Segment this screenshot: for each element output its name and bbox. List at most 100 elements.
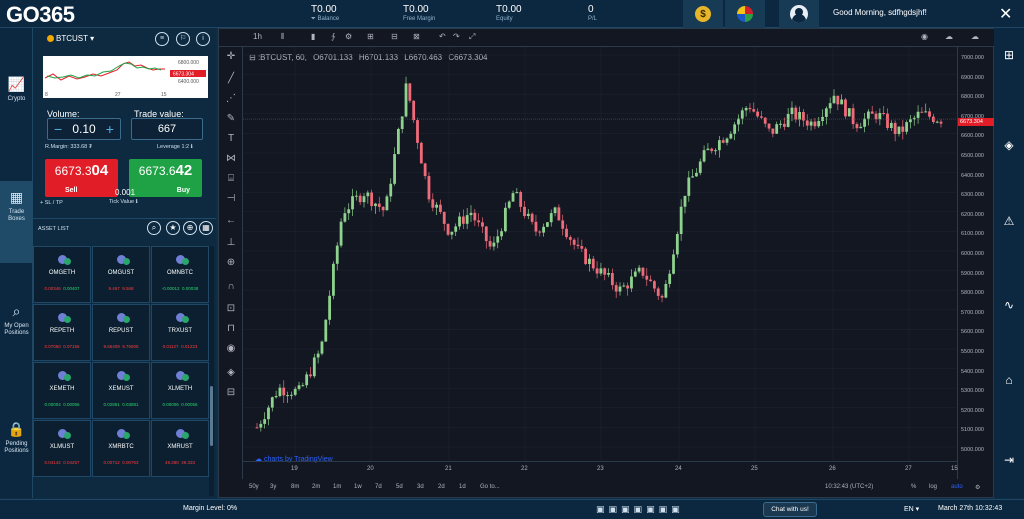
time-axis[interactable]: 19 20 21 22 23 24 25 26 27 15 bbox=[243, 461, 958, 479]
zoom-icon[interactable]: ⊕ bbox=[226, 257, 236, 268]
asset-tile[interactable]: XEMUST 0.02861 0.03881 bbox=[92, 362, 150, 419]
cloud-load-icon[interactable]: ☁ bbox=[971, 32, 979, 41]
asset-tile[interactable]: TRXUST 0.01127 0.01223 bbox=[151, 304, 209, 361]
measure-icon[interactable]: ⊣ bbox=[226, 193, 236, 204]
asset-tile[interactable]: XLMETH 0.00006 0.00056 bbox=[151, 362, 209, 419]
sl-tp-link[interactable]: + SL / TP bbox=[40, 200, 63, 206]
range-button[interactable]: 2m bbox=[312, 484, 321, 490]
email-icon[interactable]: ▣ bbox=[658, 504, 672, 514]
activity-icon[interactable]: ∿ bbox=[1003, 298, 1015, 312]
text-icon[interactable]: T bbox=[227, 133, 235, 144]
range-button[interactable]: 8m bbox=[291, 484, 300, 490]
cloud-save-icon[interactable]: ☁ bbox=[945, 32, 953, 41]
nav-item-my-open-positions[interactable]: ⌕ My Open Positions bbox=[0, 303, 33, 337]
android-icon[interactable]: ▣ bbox=[596, 504, 609, 514]
range-button[interactable]: Go to... bbox=[480, 484, 500, 490]
balance-metric[interactable]: T0.00 ⏷ Balance bbox=[311, 4, 339, 23]
pattern-icon[interactable]: ⋈ bbox=[226, 153, 236, 164]
camera-icon[interactable]: ◉ bbox=[921, 32, 928, 41]
trash-icon[interactable]: ⊟ bbox=[226, 387, 236, 398]
range-button[interactable]: 1w bbox=[354, 484, 362, 490]
trade-value-input[interactable]: 667 bbox=[131, 118, 203, 140]
templates-icon[interactable]: ⊟ bbox=[391, 32, 398, 41]
lock-icon[interactable]: ⊓ bbox=[227, 323, 235, 334]
volume-stepper[interactable]: − 0.10 + bbox=[47, 118, 121, 140]
range-button[interactable]: 50y bbox=[249, 484, 259, 490]
range-button[interactable]: 1d bbox=[459, 484, 466, 490]
bank-icon[interactable]: ⌂ bbox=[1005, 373, 1013, 387]
apple-icon[interactable]: ▣ bbox=[608, 504, 622, 514]
symbol-selector[interactable]: BTCUST ▾ bbox=[47, 34, 94, 43]
tradingview-brand[interactable]: ☁ charts by TradingView bbox=[255, 455, 333, 463]
indicators-icon[interactable]: ∱ bbox=[331, 32, 336, 41]
collapse-icon[interactable]: ⊟ bbox=[249, 53, 256, 62]
auto-toggle[interactable]: auto bbox=[951, 484, 963, 490]
eye-icon[interactable]: ◉ bbox=[226, 343, 236, 354]
asset-tile[interactable]: XMRUST 49.280 49.333 bbox=[151, 420, 209, 477]
trend-line-icon[interactable]: ╱ bbox=[227, 73, 235, 84]
log-toggle[interactable]: log bbox=[929, 484, 938, 490]
brush-icon[interactable]: ✎ bbox=[226, 113, 236, 124]
range-button[interactable]: 2d bbox=[438, 484, 445, 490]
alert-icon[interactable]: ⚠ bbox=[1003, 214, 1015, 228]
alert-icon[interactable]: ⚐ bbox=[176, 32, 190, 46]
layers-icon[interactable]: ◈ bbox=[1004, 138, 1014, 152]
nav-item-trade-boxes[interactable]: ▦ Trade Boxes bbox=[0, 181, 33, 263]
chart-layout-icon[interactable]: ⊞ bbox=[1003, 48, 1015, 62]
asset-scrollbar[interactable] bbox=[209, 246, 214, 496]
scrollbar-thumb[interactable] bbox=[210, 386, 213, 446]
profile-button[interactable] bbox=[779, 0, 819, 28]
settings-icon[interactable]: ⚙ bbox=[345, 32, 353, 41]
redo-icon[interactable]: ↷ bbox=[453, 32, 460, 41]
compare-icon[interactable]: ⊞ bbox=[367, 32, 374, 41]
prediction-icon[interactable]: ⌸ bbox=[228, 173, 234, 184]
language-selector[interactable]: EN ▾ bbox=[904, 506, 920, 513]
bar-style-icon[interactable]: ⫴ bbox=[281, 32, 285, 41]
asset-tile[interactable]: XLMUST 0.04142 0.04257 bbox=[33, 420, 91, 477]
asset-tile[interactable]: OMNBTC -0.00012 0.00038 bbox=[151, 246, 209, 303]
range-button[interactable]: 7d bbox=[375, 484, 382, 490]
phone-icon[interactable]: ▣ bbox=[671, 504, 684, 514]
logout-icon[interactable]: ⇥ bbox=[1003, 453, 1015, 467]
plus-icon[interactable]: + bbox=[105, 121, 114, 137]
fib-icon[interactable]: ⋰ bbox=[226, 93, 236, 104]
chat-button[interactable]: Chat with us! bbox=[763, 502, 817, 517]
list-icon[interactable]: ≡ bbox=[155, 32, 169, 46]
favorites-icon[interactable]: ★ bbox=[166, 221, 180, 235]
price-chart[interactable]: 1h ⫴ ▮ ∱ ⚙ ⊞ ⊟ ⊠ ↶ ↷ ⤢ ◉ ☁ ☁ ✛ ╱ ⋰ ✎ T ⋈… bbox=[218, 28, 995, 498]
fullscreen-icon[interactable]: ⤢ bbox=[469, 32, 476, 41]
volume-value[interactable]: 0.10 bbox=[72, 122, 96, 136]
price-axis[interactable]: 7000.000 6900.000 6800.000 6700.000 6600.000… bbox=[957, 47, 995, 479]
magnet-icon[interactable]: ∩ bbox=[227, 281, 235, 292]
asset-tile[interactable]: REPETH 0.07060 0.07156 bbox=[33, 304, 91, 361]
alert-bar-icon[interactable]: ⊠ bbox=[413, 32, 420, 41]
search-icon[interactable]: ⌕ bbox=[147, 221, 161, 235]
mac-icon[interactable]: ▣ bbox=[633, 504, 647, 514]
candlestick-plot[interactable] bbox=[243, 47, 957, 461]
timeframe-selector[interactable]: 1h bbox=[253, 32, 262, 41]
crosshair-icon[interactable]: ✛ bbox=[226, 51, 236, 62]
language-flag-button[interactable] bbox=[725, 0, 765, 28]
range-button[interactable]: 3y bbox=[270, 484, 277, 490]
buy-button[interactable]: 6673.642 Buy bbox=[129, 159, 202, 197]
windows-icon[interactable]: ▣ bbox=[621, 504, 634, 514]
nav-item-crypto[interactable]: 📈 Crypto bbox=[0, 76, 33, 103]
asset-tile[interactable]: OMGUST 9.467 9.568 bbox=[92, 246, 150, 303]
deposit-button[interactable]: $ bbox=[683, 0, 723, 28]
asset-tile[interactable]: OMGETH 0.00346 0.00407 bbox=[33, 246, 91, 303]
grid-view-icon[interactable]: ▦ bbox=[199, 221, 213, 235]
sell-button[interactable]: 6673.304 Sell bbox=[45, 159, 118, 197]
asset-tile[interactable]: XMRBTC 0.00712 0.00763 bbox=[92, 420, 150, 477]
info-icon[interactable]: i bbox=[196, 32, 210, 46]
undo-icon[interactable]: ↶ bbox=[439, 32, 446, 41]
asset-tile[interactable]: XEMETH 0.00004 0.00056 bbox=[33, 362, 91, 419]
layers-icon[interactable]: ◈ bbox=[227, 367, 235, 378]
back-arrow-icon[interactable]: ← bbox=[226, 215, 236, 226]
web-icon[interactable]: ▣ bbox=[646, 504, 659, 514]
ruler-icon[interactable]: ⊥ bbox=[226, 237, 236, 248]
logo[interactable]: GO365 bbox=[6, 2, 75, 27]
chart-settings-icon[interactable]: ⚙ bbox=[975, 485, 981, 491]
range-button[interactable]: 1m bbox=[333, 484, 342, 490]
nav-item-pending-positions[interactable]: 🔒 Pending Positions bbox=[0, 421, 33, 455]
close-icon[interactable]: ✕ bbox=[999, 6, 1013, 23]
